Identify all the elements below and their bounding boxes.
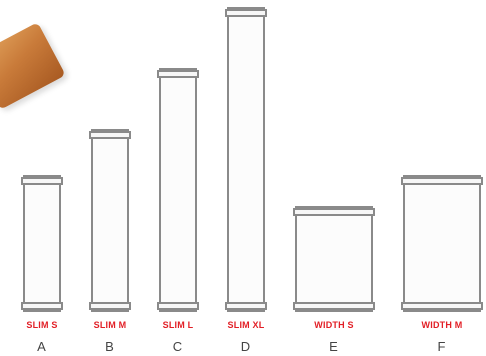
top-bar bbox=[21, 177, 63, 185]
bottom-bar bbox=[293, 302, 375, 310]
product-slim-m[interactable] bbox=[89, 129, 131, 312]
top-bar bbox=[157, 70, 199, 78]
top-bar bbox=[401, 177, 483, 185]
letter-d: D bbox=[240, 339, 252, 354]
bottom-bar bbox=[225, 302, 267, 310]
size-label-c: SLIM L bbox=[162, 320, 194, 330]
letter-e: E bbox=[329, 339, 339, 354]
wooden-board-image bbox=[0, 22, 66, 110]
size-label-b: SLIM M bbox=[93, 320, 127, 330]
product-slim-s[interactable] bbox=[21, 175, 63, 312]
top-bar bbox=[225, 9, 267, 17]
product-width-m[interactable] bbox=[401, 175, 483, 312]
letter-f: F bbox=[437, 339, 447, 354]
product-slim-xl[interactable] bbox=[225, 7, 267, 312]
product-slim-l[interactable] bbox=[157, 68, 199, 312]
bottom-bar bbox=[89, 302, 131, 310]
bottom-bar bbox=[157, 302, 199, 310]
letter-a: A bbox=[37, 339, 47, 354]
size-label-d: SLIM XL bbox=[227, 320, 265, 330]
size-label-e: WIDTH S bbox=[314, 320, 354, 330]
product-width-s[interactable] bbox=[293, 206, 375, 312]
size-label-a: SLIM S bbox=[26, 320, 58, 330]
letter-c: C bbox=[172, 339, 184, 354]
top-bar bbox=[89, 131, 131, 139]
letter-b: B bbox=[105, 339, 115, 354]
top-bar bbox=[293, 208, 375, 216]
bottom-bar bbox=[401, 302, 483, 310]
size-label-f: WIDTH M bbox=[421, 320, 463, 330]
bottom-bar bbox=[21, 302, 63, 310]
